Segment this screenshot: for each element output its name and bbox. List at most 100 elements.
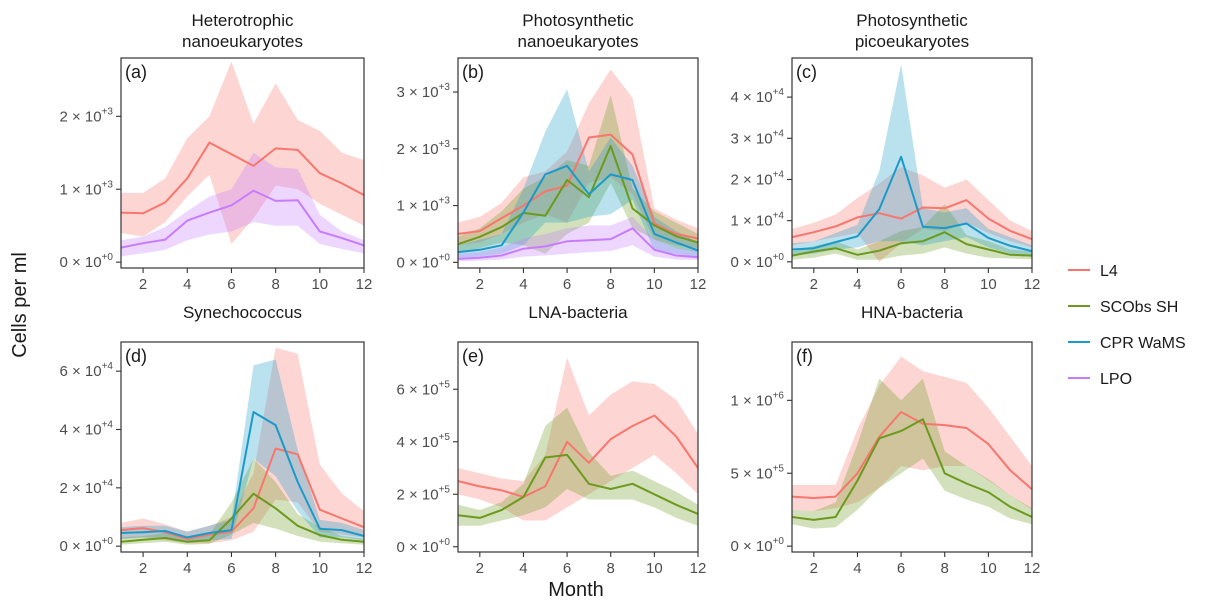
plot-area — [121, 61, 364, 257]
y-tick-label: 0 × 10+0 — [59, 536, 113, 555]
x-tick-label: 6 — [563, 276, 571, 293]
ribbon-cpr-wams — [792, 64, 1032, 256]
panel-frame — [791, 341, 1033, 553]
panel-frame — [120, 57, 365, 269]
x-tick-label: 4 — [853, 276, 861, 293]
line-l4 — [792, 199, 1032, 241]
panel-title-line: HNA-bacteria — [861, 303, 964, 322]
x-tick-label: 2 — [810, 276, 818, 293]
panel-title-line: Photosynthetic — [522, 11, 634, 30]
line-l4 — [121, 141, 364, 215]
panel-frame — [120, 341, 365, 553]
x-tick-label: 2 — [139, 560, 147, 577]
plot-area — [458, 69, 698, 262]
panel-title-line: picoeukaryotes — [855, 32, 969, 51]
x-tick-label: 6 — [227, 276, 235, 293]
panel-letter: (c) — [796, 62, 817, 82]
ribbon-l4 — [792, 167, 1032, 262]
panel-d: Synechococcus 2 4 6 8 10 12 0 × 10+0 2 × 10+4 4 ×… — [59, 303, 372, 577]
x-tick-label: 6 — [897, 276, 905, 293]
panel-letter: (e) — [462, 346, 484, 366]
x-tick-label: 4 — [853, 560, 861, 577]
x-tick-label: 12 — [1024, 560, 1041, 577]
legend-item-scobs-sh: SCObs SH — [1068, 299, 1178, 316]
x-tick-label: 2 — [810, 560, 818, 577]
y-tick-label: 2 × 10+4 — [59, 478, 113, 497]
ribbon-l4 — [121, 61, 364, 244]
panel-e: LNA-bacteria 2 4 6 8 10 12 0 × 10+0 2 × 10+5 4 × … — [396, 303, 706, 577]
line-scobs-sh — [458, 453, 698, 519]
line-scobs-sh — [458, 145, 698, 246]
legend-label: CPR WaMS — [1100, 335, 1186, 352]
y-tick-label: 1 × 10+4 — [730, 211, 784, 230]
y-tick-label: 0 × 10+0 — [396, 252, 450, 271]
panel-letter: (b) — [462, 62, 484, 82]
panel-frame — [791, 57, 1033, 269]
y-tick-label: 0 × 10+0 — [59, 252, 113, 271]
x-tick-label: 8 — [607, 560, 615, 577]
line-cpr-wams — [458, 164, 698, 254]
x-tick-label: 2 — [139, 276, 147, 293]
x-tick-label: 8 — [941, 276, 949, 293]
legend-item-cpr-wams: CPR WaMS — [1068, 335, 1186, 352]
y-tick-label: 1 × 10+3 — [396, 196, 450, 215]
ribbon-cpr-wams — [121, 359, 364, 542]
ribbon-l4 — [458, 357, 698, 521]
panel-letter: (f) — [796, 346, 813, 366]
x-tick-label: 8 — [607, 276, 615, 293]
y-tick-label: 5 × 10+5 — [730, 463, 784, 482]
ribbon-l4 — [792, 356, 1032, 512]
y-axis-title: Cells per ml — [9, 252, 31, 358]
plot-area — [121, 347, 364, 545]
line-lpo — [458, 227, 698, 260]
x-tick-label: 10 — [646, 276, 663, 293]
panel-a: Heterotrophic nanoeukaryotes 2 4 6 8 10 12 0 × 1… — [59, 11, 372, 293]
legend-label: L4 — [1100, 263, 1118, 280]
y-tick-label: 2 × 10+3 — [396, 139, 450, 158]
panel-title-line: nanoeukaryotes — [182, 32, 303, 51]
x-tick-label: 4 — [183, 276, 191, 293]
x-tick-label: 10 — [980, 276, 997, 293]
line-scobs-sh — [792, 418, 1032, 521]
y-tick-label: 1 × 10+6 — [730, 390, 784, 409]
panel-title-line: Heterotrophic — [191, 11, 294, 30]
line-scobs-sh — [792, 231, 1032, 257]
plot-area — [458, 357, 698, 526]
plot-area — [792, 64, 1032, 262]
panel-title-line: Synechococcus — [183, 303, 302, 322]
x-tick-label: 6 — [897, 560, 905, 577]
ribbon-l4 — [458, 69, 698, 249]
line-scobs-sh — [121, 492, 364, 543]
panel-title-line: Photosynthetic — [856, 11, 968, 30]
panel-title-line: LNA-bacteria — [528, 303, 628, 322]
x-tick-label: 4 — [519, 560, 527, 577]
x-tick-label: 12 — [356, 276, 373, 293]
x-tick-label: 2 — [476, 560, 484, 577]
x-tick-label: 10 — [311, 276, 328, 293]
y-tick-label: 3 × 10+3 — [396, 82, 450, 101]
x-tick-label: 8 — [941, 560, 949, 577]
legend-item-lpo: LPO — [1068, 371, 1132, 388]
ribbon-lpo — [121, 152, 364, 257]
legend-label: SCObs SH — [1100, 299, 1178, 316]
panel-b: Photosynthetic nanoeukaryotes 2 4 6 8 10 12 0 × … — [396, 11, 706, 293]
y-tick-label: 6 × 10+4 — [59, 361, 113, 380]
y-tick-label: 1 × 10+3 — [59, 179, 113, 198]
x-tick-label: 6 — [227, 560, 235, 577]
panel-frame — [457, 341, 699, 553]
legend-label: LPO — [1100, 371, 1132, 388]
x-tick-label: 12 — [690, 276, 707, 293]
y-tick-label: 4 × 10+5 — [396, 432, 450, 451]
panel-frame — [457, 57, 699, 269]
ribbon-scobs-sh — [458, 94, 698, 254]
y-tick-label: 0 × 10+0 — [730, 536, 784, 555]
panel-title-line: nanoeukaryotes — [518, 32, 639, 51]
plot-area — [792, 356, 1032, 529]
x-tick-label: 12 — [1024, 276, 1041, 293]
panel-c: Photosynthetic picoeukaryotes 2 4 6 8 10 12 0 × … — [730, 11, 1040, 293]
x-tick-label: 8 — [271, 276, 279, 293]
y-tick-label: 2 × 10+5 — [396, 484, 450, 503]
line-l4 — [458, 133, 698, 240]
line-cpr-wams — [792, 155, 1032, 253]
